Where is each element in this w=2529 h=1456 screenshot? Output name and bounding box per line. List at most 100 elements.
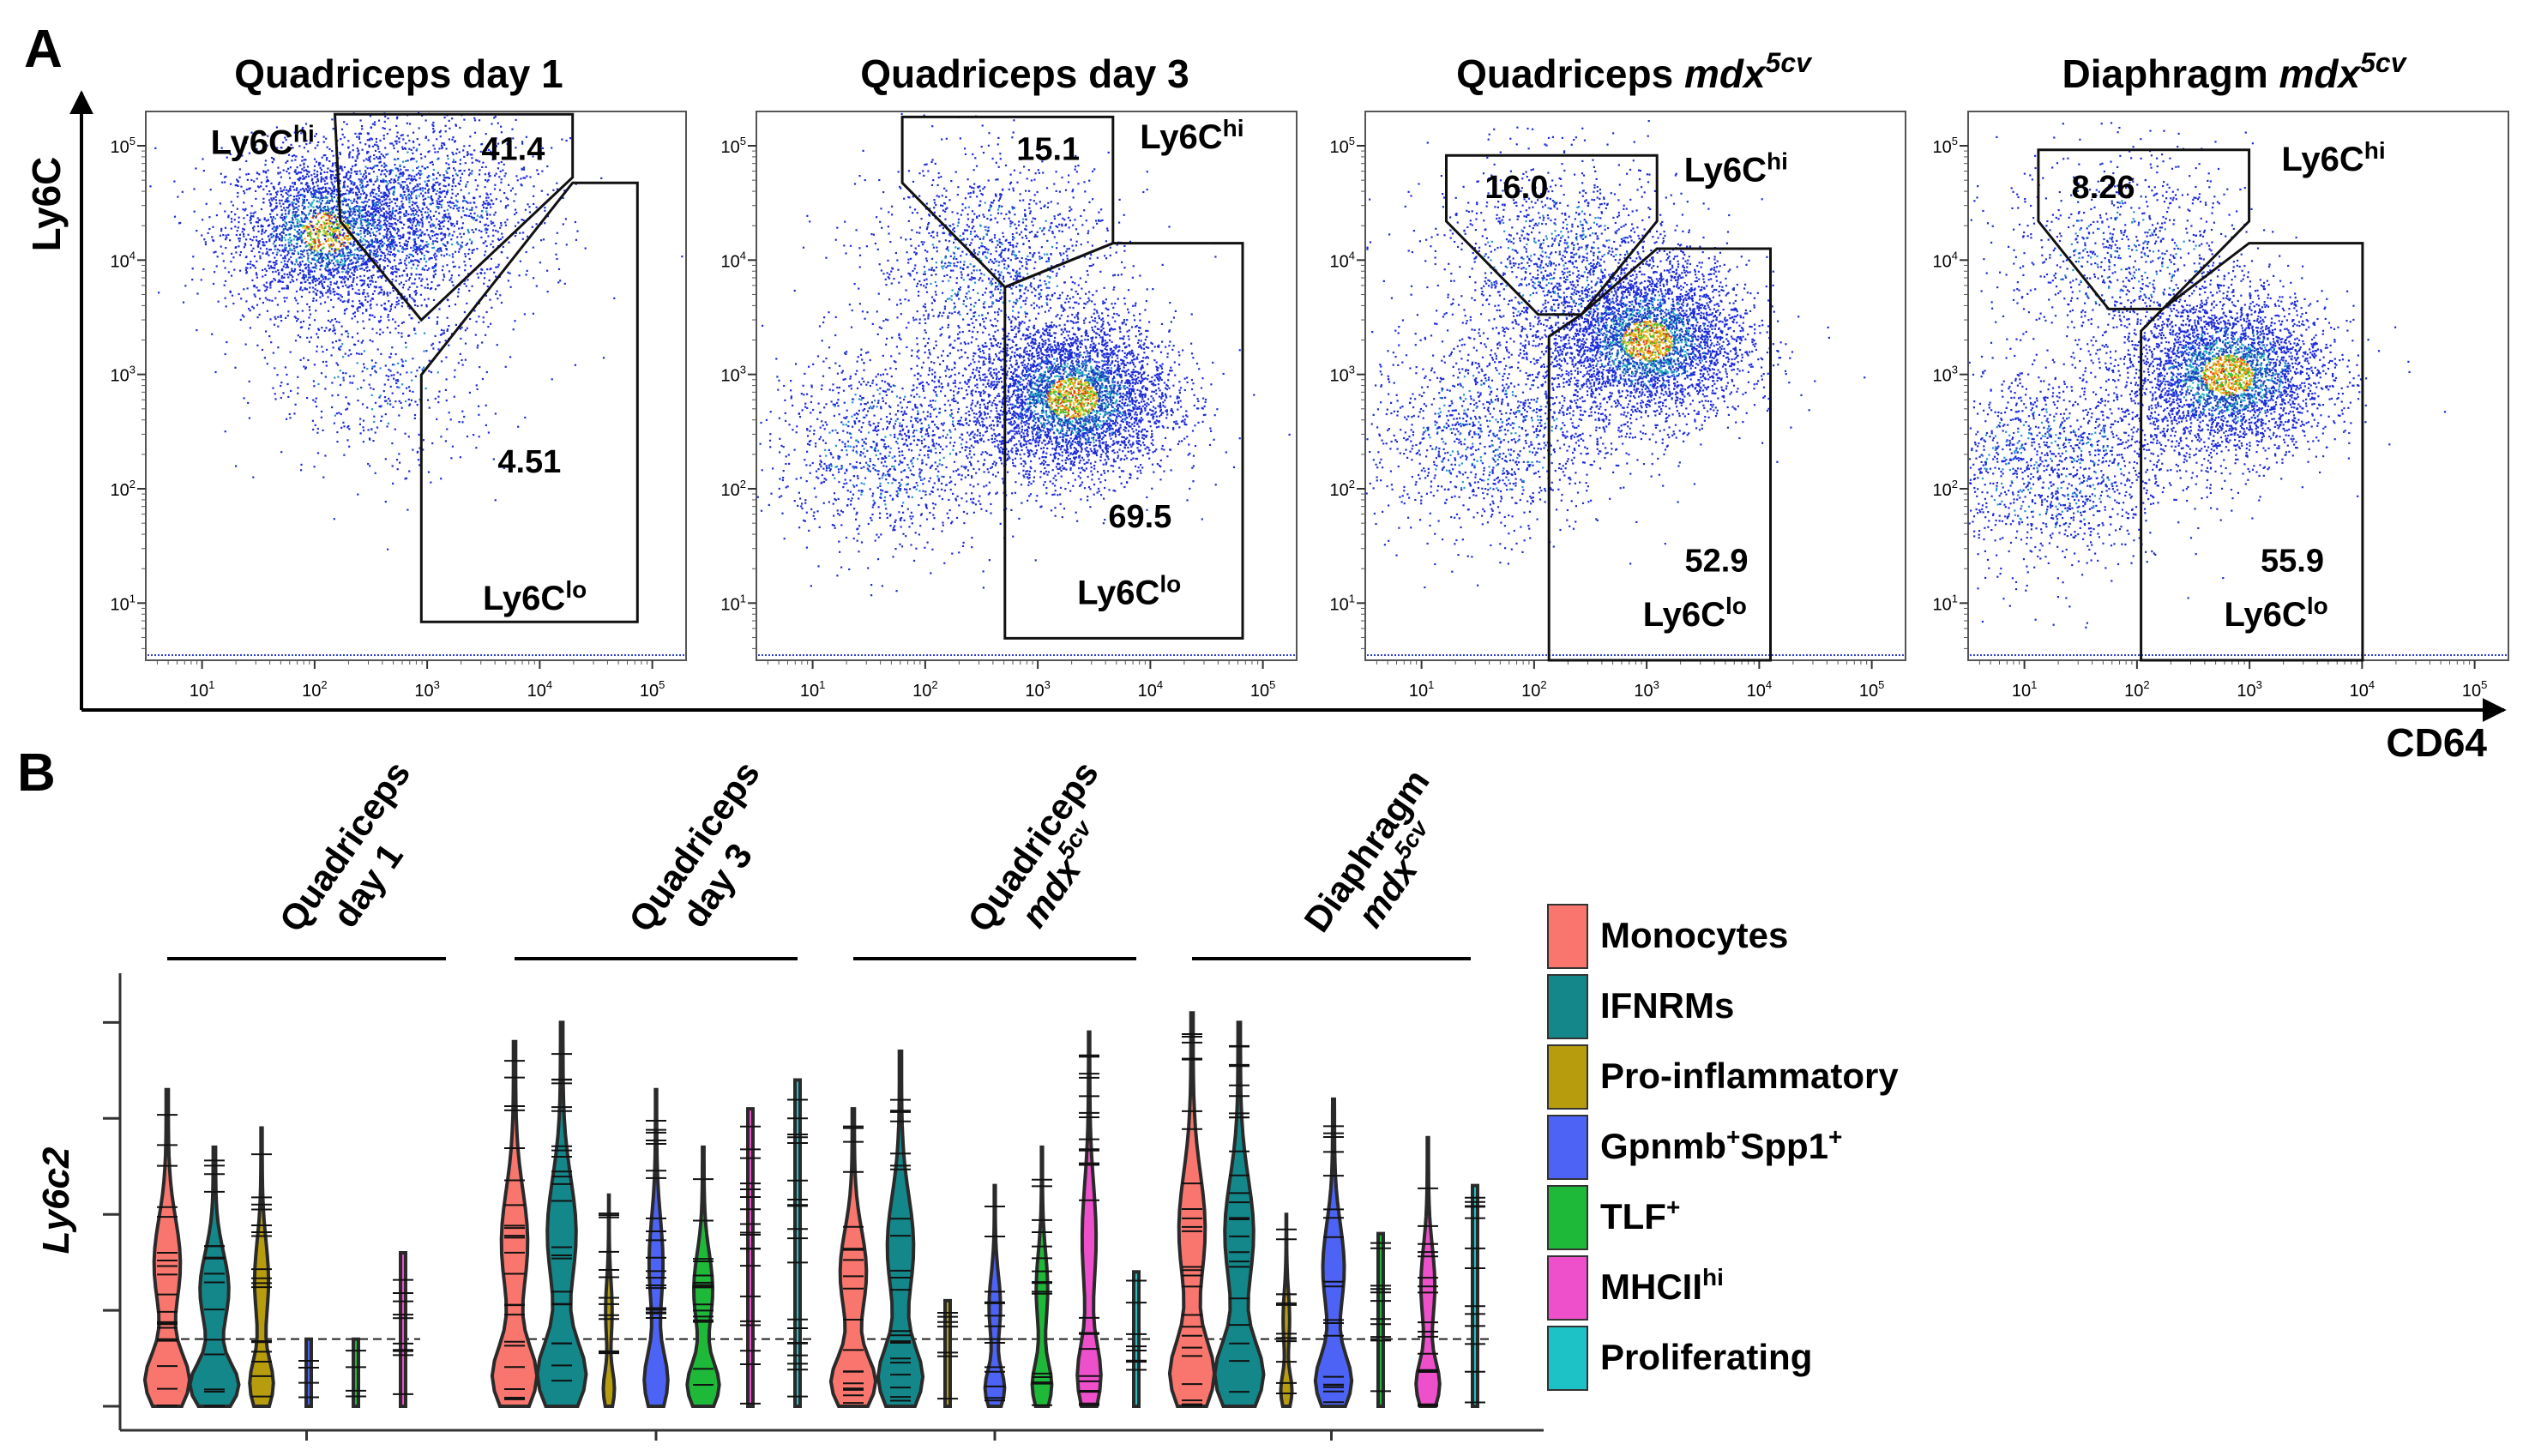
violin-mhciihi	[740, 1107, 761, 1408]
violin-body	[352, 1337, 360, 1408]
y-tick-label: 104	[111, 249, 135, 271]
violin-body	[1030, 1145, 1054, 1408]
legend-swatch	[1547, 1326, 1588, 1391]
legend-label: Gpnmb+Spp1+	[1600, 1123, 1842, 1166]
violin-body	[1471, 1183, 1479, 1408]
legend-label: TLF+	[1600, 1194, 1680, 1236]
flow-plots: Quadriceps day 1 101 101 102 102 103 103 104 104…	[111, 47, 2509, 701]
gate-lo-label: Ly6Clo	[2224, 593, 2327, 634]
violin-monocytes	[142, 1087, 192, 1408]
x-tick-label: 104	[527, 678, 552, 701]
violin-body	[535, 1020, 588, 1408]
x-tick-label: 104	[2350, 678, 2375, 701]
violin-body	[1213, 1020, 1266, 1408]
y-tick-label: 104	[1933, 249, 1958, 271]
legend-swatch	[1547, 1255, 1588, 1321]
violin-body	[1414, 1135, 1442, 1408]
legend: Monocytes IFNRMs Pro-inflammatory Gpnmb+Spp…	[1547, 904, 1899, 1391]
gate-hi-percent: 16.0	[1484, 170, 1548, 206]
violin-ifnrms	[876, 1050, 925, 1408]
y-tick-label: 105	[721, 135, 746, 157]
x-tick-label: 103	[414, 678, 439, 701]
violin-ifnrms	[535, 1020, 588, 1408]
x-tick-label: 105	[2462, 678, 2487, 701]
y-tick-label: 102	[111, 478, 135, 500]
legend-item: TLF+	[1547, 1185, 1680, 1250]
legend-label: IFNRMs	[1600, 985, 1734, 1026]
violin-gpnmb-spp1-	[1313, 1097, 1354, 1408]
gate-lo-percent: 52.9	[1685, 543, 1749, 579]
gate-hi-label: Ly6Chi	[1684, 148, 1788, 190]
y-tick-label: 103	[1330, 364, 1355, 386]
y-tick-label: 101	[721, 592, 746, 614]
violin-tlf-	[1370, 1231, 1391, 1408]
flow-plot-3: Quadriceps mdx5cv 101 101 102 102 103 103 104 10…	[1330, 47, 1906, 701]
flow-plot-4: Diaphragm mdx5cv 101 101 102 102 103 103 104 104…	[1933, 47, 2509, 701]
violin-tlf-	[685, 1145, 721, 1408]
violin-body	[1376, 1231, 1385, 1408]
x-tick-label: 104	[1747, 678, 1772, 701]
violin-proliferating	[1126, 1270, 1147, 1408]
violin-mhciihi	[1075, 1030, 1103, 1408]
x-axis-label: CD64	[2386, 720, 2487, 765]
legend-item: Proliferating	[1547, 1326, 1812, 1391]
flow-dots	[756, 112, 1295, 656]
violin-ifnrms	[188, 1145, 241, 1408]
y-tick-label: 102	[721, 478, 746, 500]
violin-body	[983, 1183, 1007, 1408]
y-tick-label: 104	[1330, 249, 1355, 271]
legend-item: Monocytes	[1547, 904, 1788, 969]
legend-label: Monocytes	[1600, 915, 1788, 955]
panel-b-letter: B	[17, 743, 56, 803]
gate-hi-label: Ly6Chi	[2281, 137, 2385, 178]
legend-swatch	[1547, 974, 1588, 1039]
violin-tlf-	[1030, 1145, 1054, 1408]
y-tick-label: 102	[1330, 478, 1355, 500]
violin-monocytes	[1167, 1011, 1217, 1408]
gate-lo-percent: 4.51	[497, 444, 561, 480]
flow-dots	[148, 111, 684, 656]
x-tick-label: 103	[1025, 678, 1050, 701]
gate-hi-label: Ly6Chi	[211, 121, 315, 162]
violin-proliferating	[1465, 1183, 1485, 1408]
panel-a-letter: A	[24, 20, 63, 79]
legend-item: Pro-inflammatory	[1547, 1044, 1899, 1110]
violin-pro-inflammatory	[248, 1126, 275, 1408]
x-tick-label: 102	[1521, 678, 1546, 701]
legend-label: Pro-inflammatory	[1600, 1056, 1899, 1096]
violin-body	[601, 1193, 617, 1408]
y-tick-label: 103	[111, 364, 135, 386]
violin-pro-inflammatory	[1276, 1212, 1297, 1408]
violin-body	[1132, 1270, 1141, 1408]
x-tick-label: 105	[640, 678, 665, 701]
violin-mhciihi	[1414, 1135, 1442, 1408]
x-tick-label: 101	[800, 678, 825, 701]
violin-pro-inflammatory	[599, 1193, 619, 1408]
y-tick-label: 105	[1330, 135, 1355, 157]
flow-plot-title: Quadriceps mdx5cv	[1456, 47, 1813, 96]
violin-tlf-	[346, 1337, 366, 1408]
gate-hi-percent: 41.4	[481, 131, 545, 167]
gate-hi-label: Ly6Chi	[1140, 115, 1243, 156]
x-tick-label: 105	[1859, 678, 1884, 701]
violin-body	[828, 1107, 878, 1408]
violin-y-label: Ly6c2	[35, 1146, 77, 1254]
gate-lo-percent: 55.9	[2261, 543, 2324, 579]
legend-swatch	[1547, 1185, 1588, 1250]
y-tick-label: 103	[1933, 364, 1958, 386]
y-tick-label: 101	[1933, 592, 1958, 614]
violin-monocytes	[490, 1039, 539, 1408]
violin-body	[876, 1050, 925, 1408]
x-tick-label: 101	[1409, 678, 1434, 701]
x-tick-label: 103	[2237, 678, 2261, 701]
violin-body	[490, 1039, 539, 1408]
gate-lo-label: Ly6Clo	[1643, 593, 1747, 634]
violin-body	[188, 1145, 241, 1408]
violin-pro-inflammatory	[937, 1298, 958, 1408]
gate-ly6c-lo	[1003, 242, 1244, 640]
